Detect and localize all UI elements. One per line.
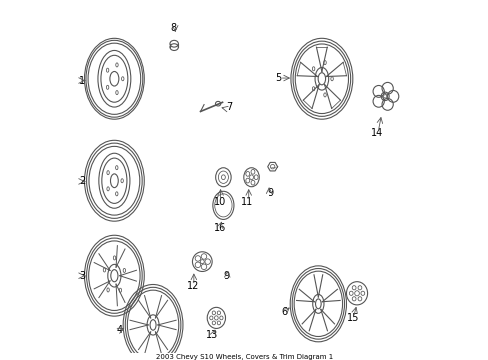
Text: 12: 12 <box>187 281 199 291</box>
Text: 4: 4 <box>116 325 122 335</box>
Text: 15: 15 <box>346 313 358 323</box>
Text: 14: 14 <box>370 128 383 138</box>
Text: 10: 10 <box>213 197 225 207</box>
Text: 2: 2 <box>79 176 85 186</box>
Text: 9: 9 <box>267 188 273 198</box>
Text: 3: 3 <box>79 271 85 281</box>
Text: 13: 13 <box>205 330 218 341</box>
Text: 6: 6 <box>281 307 287 316</box>
Text: 8: 8 <box>170 23 176 33</box>
Text: 9: 9 <box>224 271 229 281</box>
Text: 1: 1 <box>79 76 85 86</box>
Text: 16: 16 <box>213 223 225 233</box>
Text: 2003 Chevy S10 Wheels, Covers & Trim Diagram 1: 2003 Chevy S10 Wheels, Covers & Trim Dia… <box>156 354 332 360</box>
Text: 11: 11 <box>241 197 253 207</box>
Text: 5: 5 <box>274 73 281 83</box>
Text: 7: 7 <box>225 102 232 112</box>
